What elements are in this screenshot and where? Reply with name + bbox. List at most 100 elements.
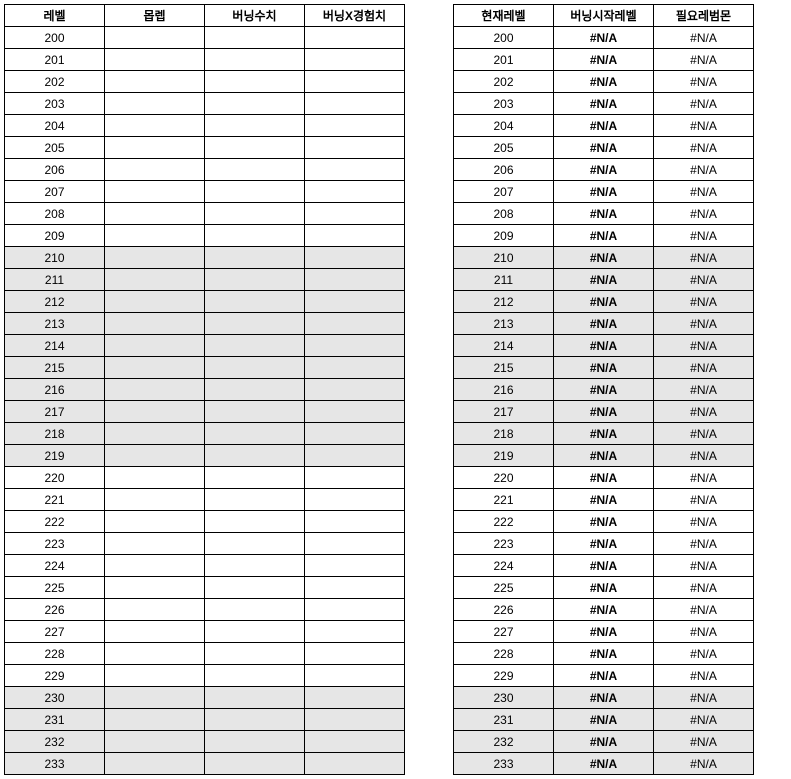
- cell-value[interactable]: [205, 467, 305, 489]
- cell-value[interactable]: [205, 665, 305, 687]
- cell-value[interactable]: [205, 247, 305, 269]
- table-row[interactable]: 212#N/A#N/A: [454, 291, 754, 313]
- cell-currentlevel[interactable]: 219: [454, 445, 554, 467]
- table-row[interactable]: 221#N/A#N/A: [454, 489, 754, 511]
- table-row[interactable]: 225: [5, 577, 405, 599]
- cell-required[interactable]: #N/A: [654, 49, 754, 71]
- cell-value[interactable]: [105, 577, 205, 599]
- cell-currentlevel[interactable]: 205: [454, 137, 554, 159]
- cell-value[interactable]: [205, 357, 305, 379]
- cell-value[interactable]: [305, 225, 405, 247]
- cell-value[interactable]: [205, 49, 305, 71]
- cell-value[interactable]: [305, 621, 405, 643]
- cell-value[interactable]: [305, 357, 405, 379]
- table-row[interactable]: 210#N/A#N/A: [454, 247, 754, 269]
- cell-level[interactable]: 209: [5, 225, 105, 247]
- cell-required[interactable]: #N/A: [654, 599, 754, 621]
- cell-value[interactable]: [305, 269, 405, 291]
- cell-burningstart[interactable]: #N/A: [554, 291, 654, 313]
- table-row[interactable]: 207: [5, 181, 405, 203]
- cell-currentlevel[interactable]: 202: [454, 71, 554, 93]
- cell-burningstart[interactable]: #N/A: [554, 203, 654, 225]
- table-row[interactable]: 231#N/A#N/A: [454, 709, 754, 731]
- cell-burningstart[interactable]: #N/A: [554, 423, 654, 445]
- cell-value[interactable]: [305, 423, 405, 445]
- cell-required[interactable]: #N/A: [654, 137, 754, 159]
- cell-value[interactable]: [305, 137, 405, 159]
- cell-burningstart[interactable]: #N/A: [554, 687, 654, 709]
- cell-value[interactable]: [205, 71, 305, 93]
- cell-level[interactable]: 203: [5, 93, 105, 115]
- cell-required[interactable]: #N/A: [654, 709, 754, 731]
- table-row[interactable]: 231: [5, 709, 405, 731]
- table-row[interactable]: 216: [5, 379, 405, 401]
- cell-required[interactable]: #N/A: [654, 379, 754, 401]
- cell-level[interactable]: 218: [5, 423, 105, 445]
- cell-required[interactable]: #N/A: [654, 489, 754, 511]
- cell-value[interactable]: [205, 181, 305, 203]
- cell-burningstart[interactable]: #N/A: [554, 533, 654, 555]
- cell-currentlevel[interactable]: 209: [454, 225, 554, 247]
- cell-required[interactable]: #N/A: [654, 577, 754, 599]
- cell-required[interactable]: #N/A: [654, 445, 754, 467]
- table-row[interactable]: 230: [5, 687, 405, 709]
- table-row[interactable]: 220#N/A#N/A: [454, 467, 754, 489]
- table-row[interactable]: 232#N/A#N/A: [454, 731, 754, 753]
- cell-value[interactable]: [205, 577, 305, 599]
- cell-currentlevel[interactable]: 218: [454, 423, 554, 445]
- table-row[interactable]: 206#N/A#N/A: [454, 159, 754, 181]
- cell-value[interactable]: [305, 709, 405, 731]
- cell-burningstart[interactable]: #N/A: [554, 357, 654, 379]
- cell-required[interactable]: #N/A: [654, 93, 754, 115]
- cell-level[interactable]: 225: [5, 577, 105, 599]
- cell-value[interactable]: [305, 203, 405, 225]
- cell-currentlevel[interactable]: 212: [454, 291, 554, 313]
- cell-level[interactable]: 224: [5, 555, 105, 577]
- cell-level[interactable]: 215: [5, 357, 105, 379]
- table-row[interactable]: 218: [5, 423, 405, 445]
- cell-value[interactable]: [105, 555, 205, 577]
- cell-level[interactable]: 221: [5, 489, 105, 511]
- table-row[interactable]: 229: [5, 665, 405, 687]
- cell-value[interactable]: [105, 753, 205, 775]
- table-row[interactable]: 225#N/A#N/A: [454, 577, 754, 599]
- table-row[interactable]: 215: [5, 357, 405, 379]
- cell-required[interactable]: #N/A: [654, 115, 754, 137]
- cell-level[interactable]: 230: [5, 687, 105, 709]
- cell-value[interactable]: [105, 643, 205, 665]
- cell-currentlevel[interactable]: 214: [454, 335, 554, 357]
- cell-value[interactable]: [305, 159, 405, 181]
- cell-value[interactable]: [205, 687, 305, 709]
- cell-currentlevel[interactable]: 200: [454, 27, 554, 49]
- cell-value[interactable]: [205, 445, 305, 467]
- cell-burningstart[interactable]: #N/A: [554, 709, 654, 731]
- table-row[interactable]: 202: [5, 71, 405, 93]
- cell-required[interactable]: #N/A: [654, 203, 754, 225]
- cell-currentlevel[interactable]: 226: [454, 599, 554, 621]
- cell-value[interactable]: [205, 137, 305, 159]
- cell-level[interactable]: 213: [5, 313, 105, 335]
- table-row[interactable]: 223: [5, 533, 405, 555]
- table-row[interactable]: 215#N/A#N/A: [454, 357, 754, 379]
- cell-value[interactable]: [105, 269, 205, 291]
- cell-value[interactable]: [205, 203, 305, 225]
- cell-level[interactable]: 232: [5, 731, 105, 753]
- table-row[interactable]: 222#N/A#N/A: [454, 511, 754, 533]
- cell-value[interactable]: [205, 555, 305, 577]
- cell-value[interactable]: [305, 555, 405, 577]
- cell-value[interactable]: [105, 423, 205, 445]
- cell-level[interactable]: 210: [5, 247, 105, 269]
- table-row[interactable]: 200#N/A#N/A: [454, 27, 754, 49]
- cell-value[interactable]: [105, 115, 205, 137]
- cell-required[interactable]: #N/A: [654, 247, 754, 269]
- cell-currentlevel[interactable]: 204: [454, 115, 554, 137]
- table-row[interactable]: 210: [5, 247, 405, 269]
- cell-burningstart[interactable]: #N/A: [554, 445, 654, 467]
- cell-value[interactable]: [205, 489, 305, 511]
- cell-level[interactable]: 231: [5, 709, 105, 731]
- table-row[interactable]: 205#N/A#N/A: [454, 137, 754, 159]
- table-row[interactable]: 200: [5, 27, 405, 49]
- cell-level[interactable]: 227: [5, 621, 105, 643]
- cell-level[interactable]: 214: [5, 335, 105, 357]
- table-row[interactable]: 202#N/A#N/A: [454, 71, 754, 93]
